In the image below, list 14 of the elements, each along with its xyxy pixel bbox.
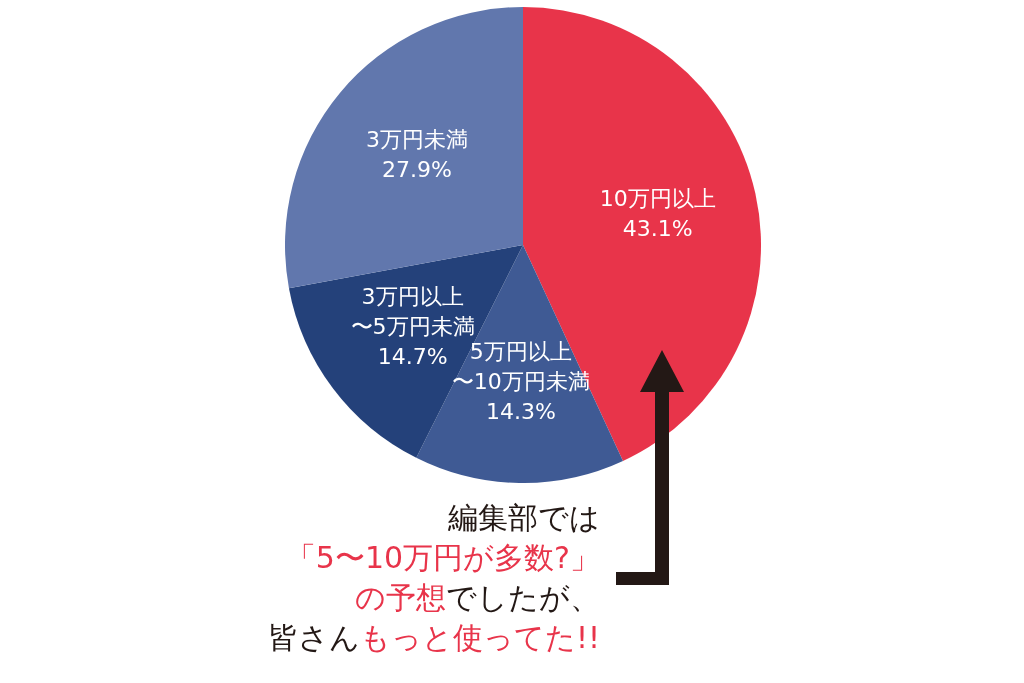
- text: でしたが、: [446, 580, 600, 615]
- slice-label: 5万円以上〜10万円未満: [451, 338, 590, 394]
- slice-label: 10万円以上: [599, 186, 716, 212]
- slice-label: 3万円以上〜5万円未満: [350, 283, 475, 339]
- text: もっと使ってた!!: [359, 620, 600, 655]
- text: の予想: [355, 580, 446, 615]
- text: 編集部では: [448, 500, 600, 535]
- data-label: 14.7%: [377, 343, 448, 369]
- text: 皆さん: [267, 620, 360, 655]
- slice-label: 3万円未満: [365, 127, 468, 153]
- data-label: 14.3%: [485, 398, 556, 424]
- data-label: 43.1%: [622, 216, 693, 242]
- text: 「5〜10万円が多数?」: [285, 540, 600, 575]
- data-label: 27.9%: [381, 157, 452, 183]
